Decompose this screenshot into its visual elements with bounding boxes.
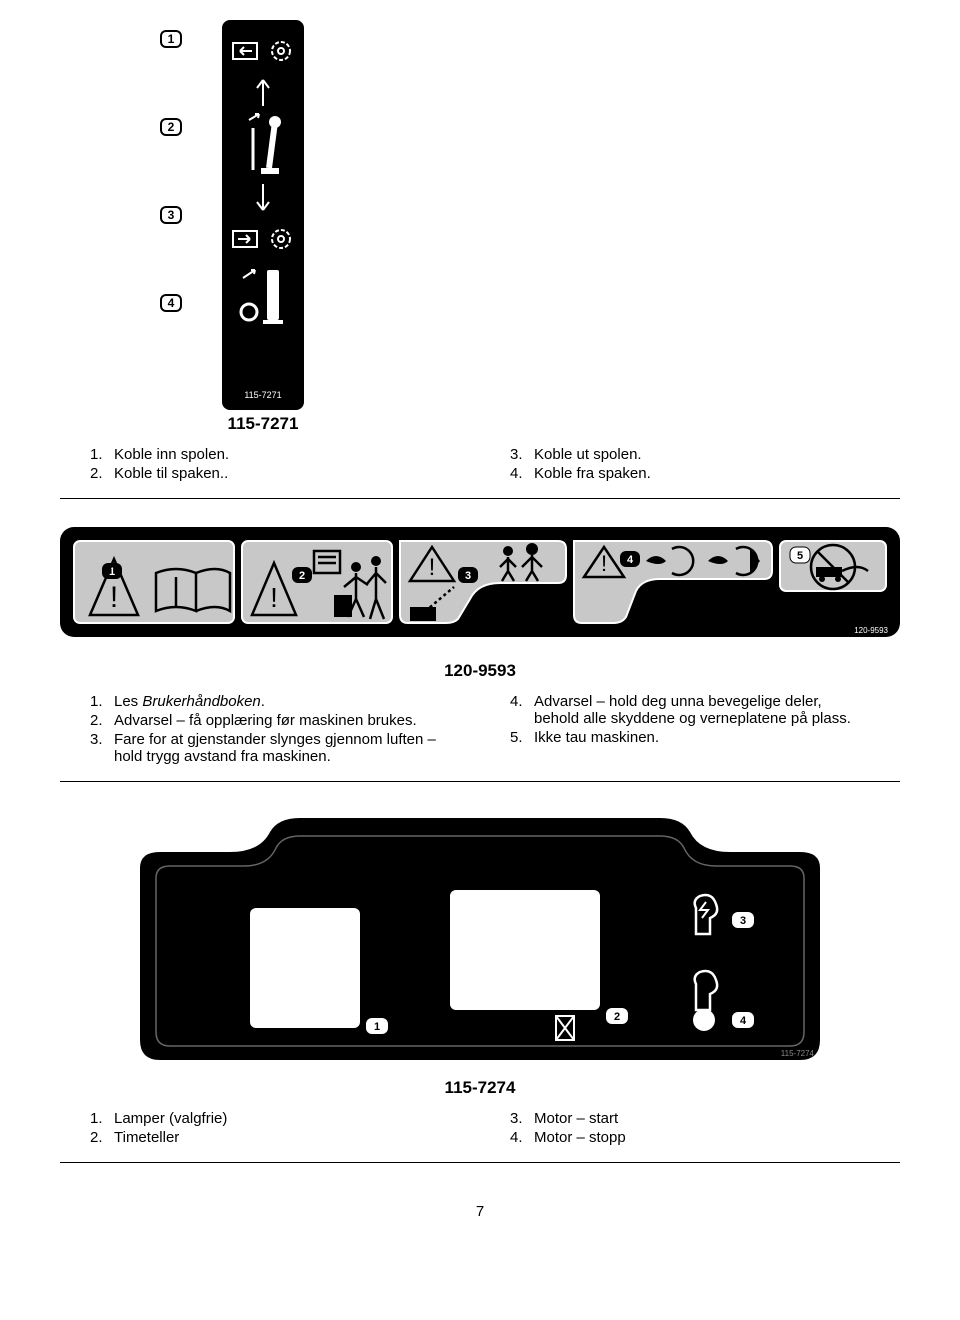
- gear-icon: [266, 36, 296, 66]
- svg-text:3: 3: [740, 915, 746, 927]
- decal1-internal-pn: 115-7271: [244, 390, 281, 400]
- decal2-graphic: 1 2 3 4 5 ! !: [60, 527, 900, 681]
- legend-item: 4.Koble fra spaken.: [510, 465, 870, 482]
- up-arrow-icon: [253, 74, 273, 108]
- callout-3: 3: [160, 206, 182, 224]
- svg-text:115-7274: 115-7274: [781, 1049, 815, 1058]
- decal1-with-callouts: 1 2 3 4: [60, 20, 900, 434]
- lever-engage-icon: [231, 112, 295, 178]
- legend-item: 1.Lamper (valgfrie): [90, 1110, 450, 1127]
- svg-text:!: !: [601, 551, 607, 576]
- legend-item: 2.Timeteller: [90, 1129, 450, 1146]
- callout-2: 2: [160, 118, 182, 136]
- svg-text:120-9593: 120-9593: [854, 626, 888, 635]
- decal-115-7274-section: STOP 1 2 3 4 115-7274 115-7274 1.Lamper …: [60, 812, 900, 1163]
- svg-text:2: 2: [614, 1011, 620, 1023]
- decal-120-9593-section: 1 2 3 4 5 ! !: [60, 527, 900, 782]
- legend-item: 3.Fare for at gjenstander slynges gjenno…: [90, 731, 450, 765]
- decal2-legend: 1. Les Brukerhåndboken. 2.Advarsel – få …: [60, 691, 900, 767]
- divider: [60, 1162, 900, 1163]
- legend-item: 4.Motor – stopp: [510, 1129, 870, 1146]
- legend-item: 1. Les Brukerhåndboken.: [90, 693, 450, 710]
- svg-text:!: !: [270, 582, 278, 613]
- decal1-callouts: 1 2 3 4: [60, 20, 182, 312]
- divider: [60, 498, 900, 499]
- legend-item: 2.Koble til spaken..: [90, 465, 450, 482]
- gear-icon: [266, 224, 296, 254]
- callout-4: 4: [160, 294, 182, 312]
- svg-text:!: !: [429, 554, 436, 581]
- svg-text:4: 4: [627, 554, 634, 566]
- callout-1: 1: [160, 30, 182, 48]
- svg-text:3: 3: [465, 570, 471, 582]
- decal-115-7271-section: 1 2 3 4: [60, 20, 900, 499]
- decal1-part-number: 115-7271: [222, 414, 304, 434]
- legend-item: 2.Advarsel – få opplæring før maskinen b…: [90, 712, 450, 729]
- svg-text:2: 2: [299, 570, 305, 582]
- down-arrow-icon: [253, 182, 273, 216]
- decal3-graphic: STOP 1 2 3 4 115-7274 115-7274: [120, 812, 840, 1098]
- legend-item: 5.Ikke tau maskinen.: [510, 729, 870, 746]
- decal1-legend: 1.Koble inn spolen. 2.Koble til spaken..…: [60, 444, 900, 484]
- svg-text:1: 1: [374, 1021, 380, 1033]
- engage-spool-icon: [230, 36, 260, 66]
- decal2-part-number: 120-9593: [60, 661, 900, 681]
- decal1-graphic-wrap: 115-7271 115-7271: [222, 20, 304, 434]
- legend-item: 1.Koble inn spolen.: [90, 446, 450, 463]
- legend-item: 3.Koble ut spolen.: [510, 446, 870, 463]
- decal3-legend: 1.Lamper (valgfrie) 2.Timeteller 3.Motor…: [60, 1108, 900, 1148]
- disengage-spool-icon: [230, 224, 260, 254]
- divider: [60, 781, 900, 782]
- svg-text:4: 4: [740, 1015, 747, 1027]
- svg-text:!: !: [110, 581, 118, 614]
- svg-text:5: 5: [797, 550, 803, 562]
- legend-item: 4.Advarsel – hold deg unna bevegelige de…: [510, 693, 870, 727]
- page-number: 7: [60, 1203, 900, 1220]
- lever-detach-icon: [231, 264, 295, 332]
- decal1-graphic: 115-7271: [222, 20, 304, 410]
- legend-item: 3.Motor – start: [510, 1110, 870, 1127]
- decal3-part-number: 115-7274: [120, 1078, 840, 1098]
- svg-text:STOP: STOP: [695, 1019, 714, 1026]
